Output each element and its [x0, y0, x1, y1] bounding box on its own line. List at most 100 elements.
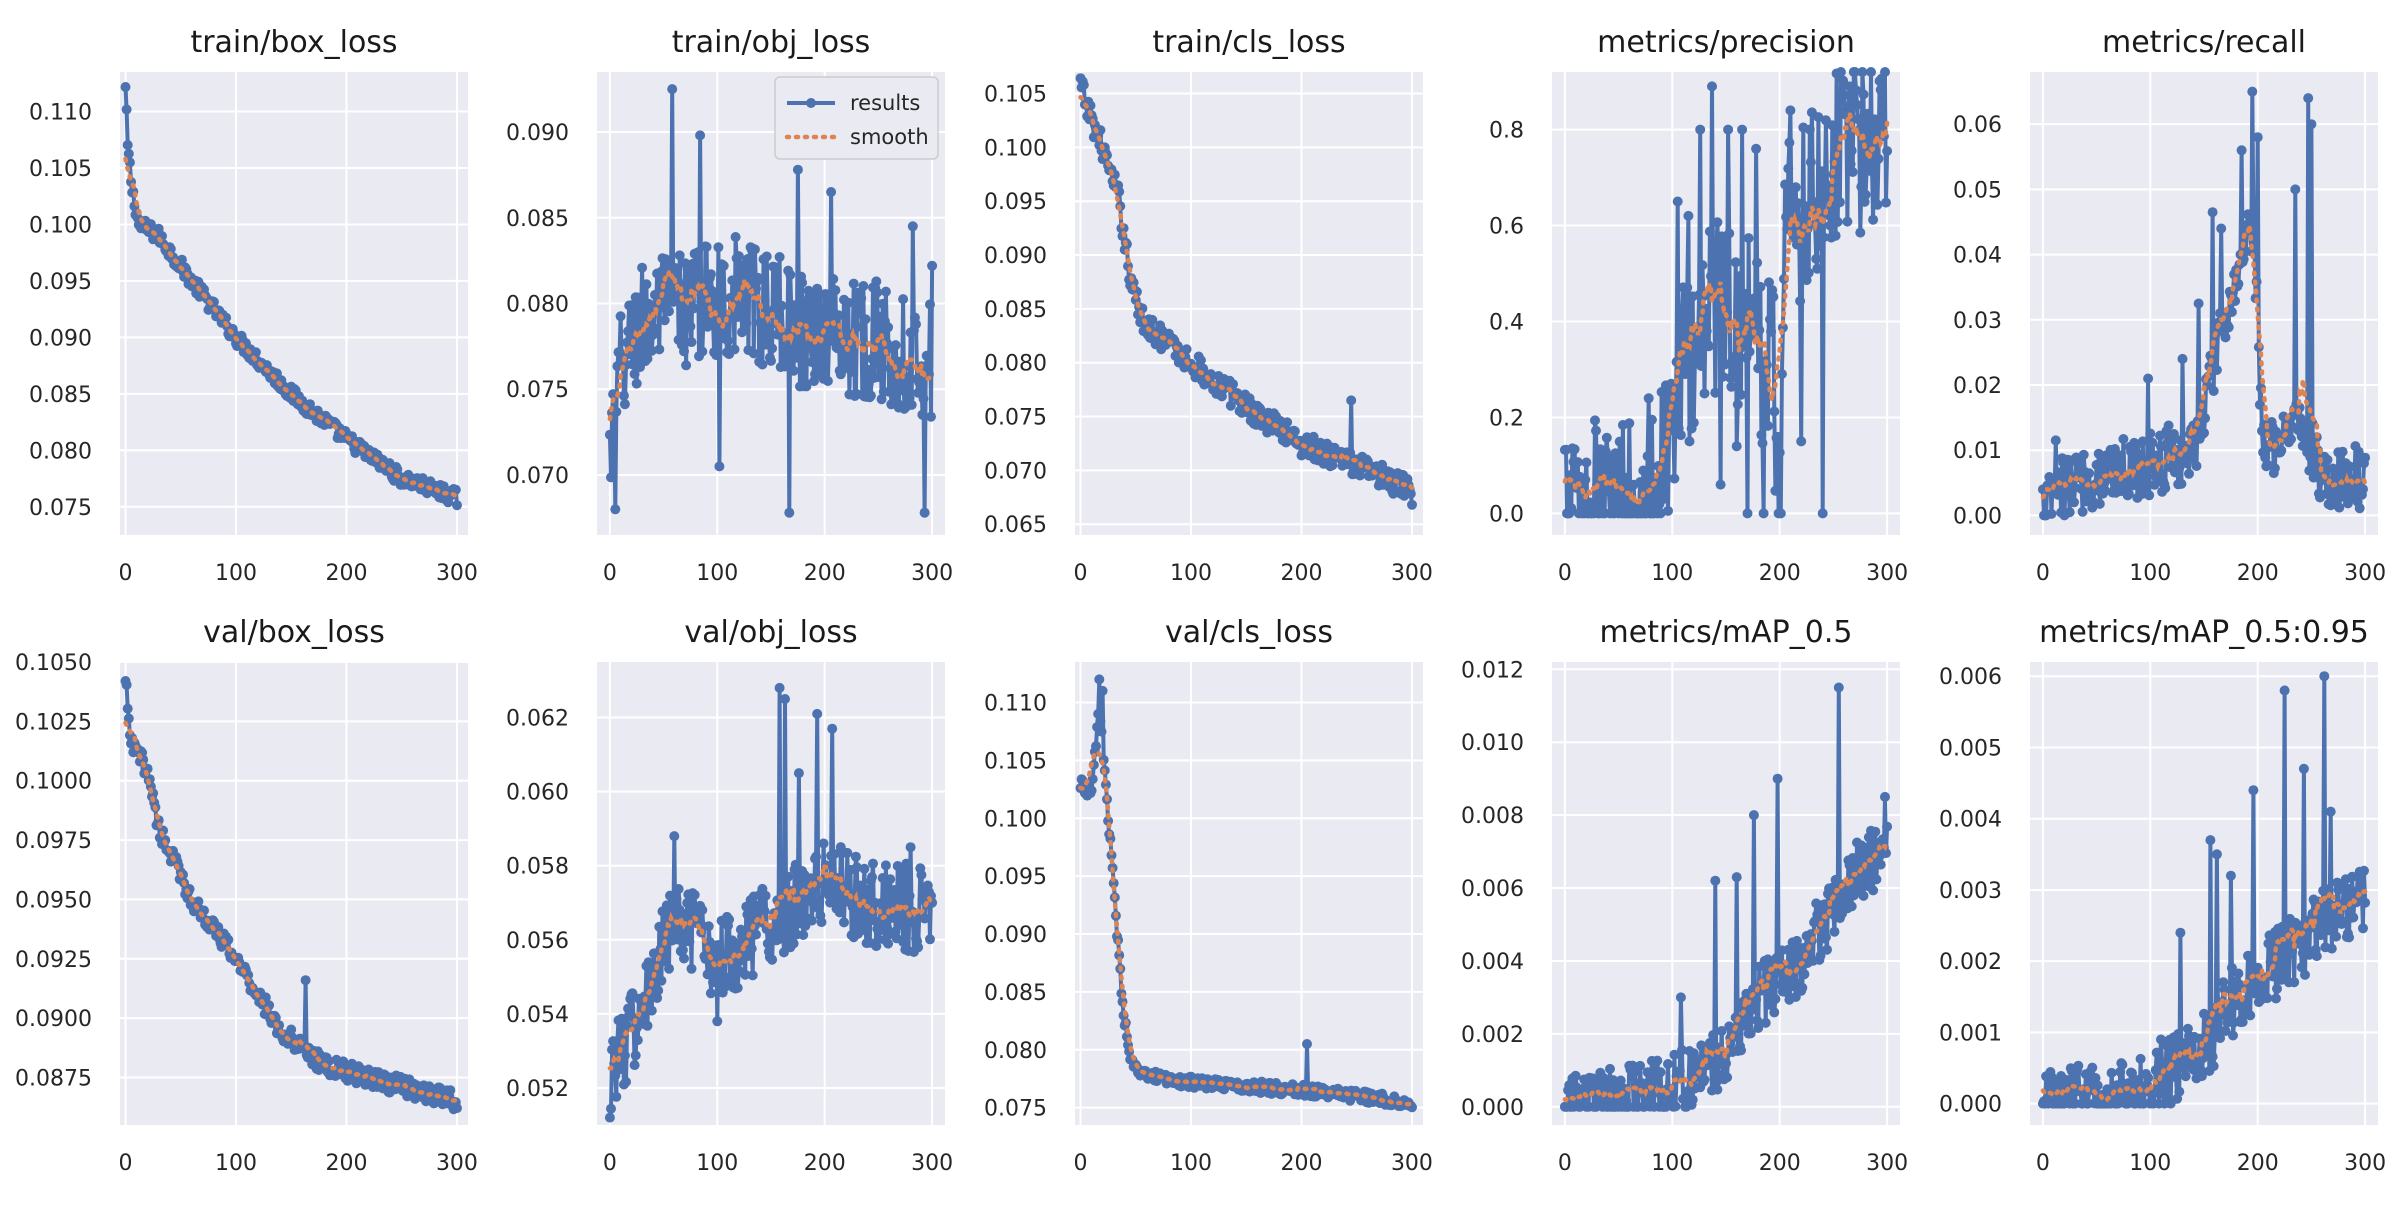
panel-metrics_map_05: metrics/mAP_0.5 0 100 200 300 0.000 0.002 0.004… — [1461, 615, 1908, 1176]
results-point — [2211, 365, 2222, 375]
results-point — [860, 925, 871, 936]
results-point — [2216, 223, 2227, 234]
results-point — [2223, 322, 2234, 333]
results-point — [646, 345, 657, 356]
results-point — [1748, 810, 1759, 821]
results-point — [1816, 166, 1827, 177]
results-point — [123, 148, 134, 159]
y-tick-label: 0.080 — [984, 352, 1047, 377]
results-point — [2208, 1061, 2219, 1072]
results-point — [2276, 445, 2287, 456]
results-point — [751, 929, 761, 940]
results-point — [2147, 437, 2158, 448]
results-point — [2137, 436, 2148, 447]
results-point — [653, 985, 664, 996]
results-point — [1877, 834, 1888, 845]
results-point — [1797, 982, 1808, 993]
results-point — [1832, 216, 1843, 227]
results-point — [1677, 304, 1687, 315]
results-point — [858, 281, 869, 291]
results-point — [1569, 444, 1580, 455]
results-point — [697, 346, 708, 357]
results-point — [1866, 67, 1876, 77]
results-point — [1769, 1007, 1780, 1018]
results-point — [830, 285, 841, 296]
results-point — [1803, 267, 1814, 278]
results-point — [890, 340, 901, 351]
results-point — [1674, 1066, 1685, 1076]
results-point — [2139, 483, 2150, 493]
panel-train_cls_loss: train/cls_loss 0 100 200 300 0.065 0.070 0.075 0… — [984, 25, 1433, 586]
results-point — [1701, 326, 1712, 336]
results-point — [702, 969, 713, 980]
results-point — [627, 359, 638, 370]
results-point — [1751, 994, 1762, 1005]
results-point — [925, 934, 935, 945]
results-point — [805, 343, 816, 354]
results-point — [788, 365, 799, 376]
results-point — [1656, 1091, 1667, 1102]
results-point — [1804, 124, 1815, 135]
results-point — [2062, 1076, 2073, 1087]
results-point — [729, 344, 740, 355]
results-point — [629, 1060, 640, 1071]
results-point — [452, 500, 462, 511]
results-point — [2219, 984, 2230, 995]
results-point — [786, 308, 797, 319]
results-point — [1713, 255, 1724, 266]
results-point — [789, 300, 800, 311]
results-point — [2211, 849, 2222, 860]
results-point — [677, 945, 688, 955]
results-point — [2278, 942, 2289, 953]
results-point — [1815, 950, 1826, 961]
legend-smooth-label: smooth — [850, 125, 929, 149]
results-point — [687, 258, 698, 269]
results-point — [681, 360, 692, 371]
results-point — [619, 399, 630, 410]
results-point — [659, 315, 670, 326]
results-point — [1638, 465, 1649, 476]
results-point — [811, 851, 822, 862]
results-point — [2168, 429, 2179, 439]
y-tick-label: 0.075 — [29, 496, 92, 521]
results-point — [921, 350, 932, 361]
results-point — [791, 352, 802, 363]
results-point — [2157, 1058, 2168, 1069]
results-point — [1820, 932, 1831, 943]
results-point — [2298, 763, 2309, 774]
results-point — [2093, 448, 2104, 459]
results-point — [685, 321, 696, 332]
results-point — [2226, 962, 2237, 973]
results-point — [1789, 977, 1800, 988]
results-point — [1095, 715, 1106, 726]
y-tick-label: 0.4 — [1489, 310, 1524, 335]
results-point — [2286, 434, 2296, 445]
y-tick-label: 0.01 — [1953, 439, 2002, 464]
y-tick-label: 0.04 — [1953, 244, 2002, 269]
panel-metrics_recall: metrics/recall 0 100 200 300 0.00 0.01 0.02 0.03… — [1953, 25, 2386, 586]
y-tick-label: 0.085 — [506, 207, 569, 232]
results-point — [790, 859, 801, 870]
results-point — [1695, 124, 1706, 135]
results-point — [1282, 417, 1293, 428]
results-point — [2177, 353, 2188, 364]
y-tick-label: 0.000 — [1461, 1096, 1524, 1121]
results-point — [1795, 296, 1806, 306]
results-point — [632, 1035, 643, 1046]
results-point — [1784, 137, 1795, 148]
results-point — [847, 901, 858, 912]
y-tick-label: 0.0875 — [15, 1067, 92, 1092]
y-tick-label: 0.0950 — [15, 888, 92, 913]
results-point — [2145, 428, 2156, 439]
results-point — [2143, 1072, 2154, 1083]
results-point — [2175, 927, 2186, 938]
results-point — [1614, 436, 1625, 447]
results-point — [1783, 944, 1794, 955]
results-point — [2319, 671, 2330, 682]
results-point — [1097, 685, 1108, 696]
results-point — [744, 253, 755, 264]
results-point — [688, 303, 699, 314]
results-point — [2226, 307, 2237, 317]
y-tick-label: 0.058 — [506, 855, 569, 880]
results-point — [1842, 216, 1853, 227]
